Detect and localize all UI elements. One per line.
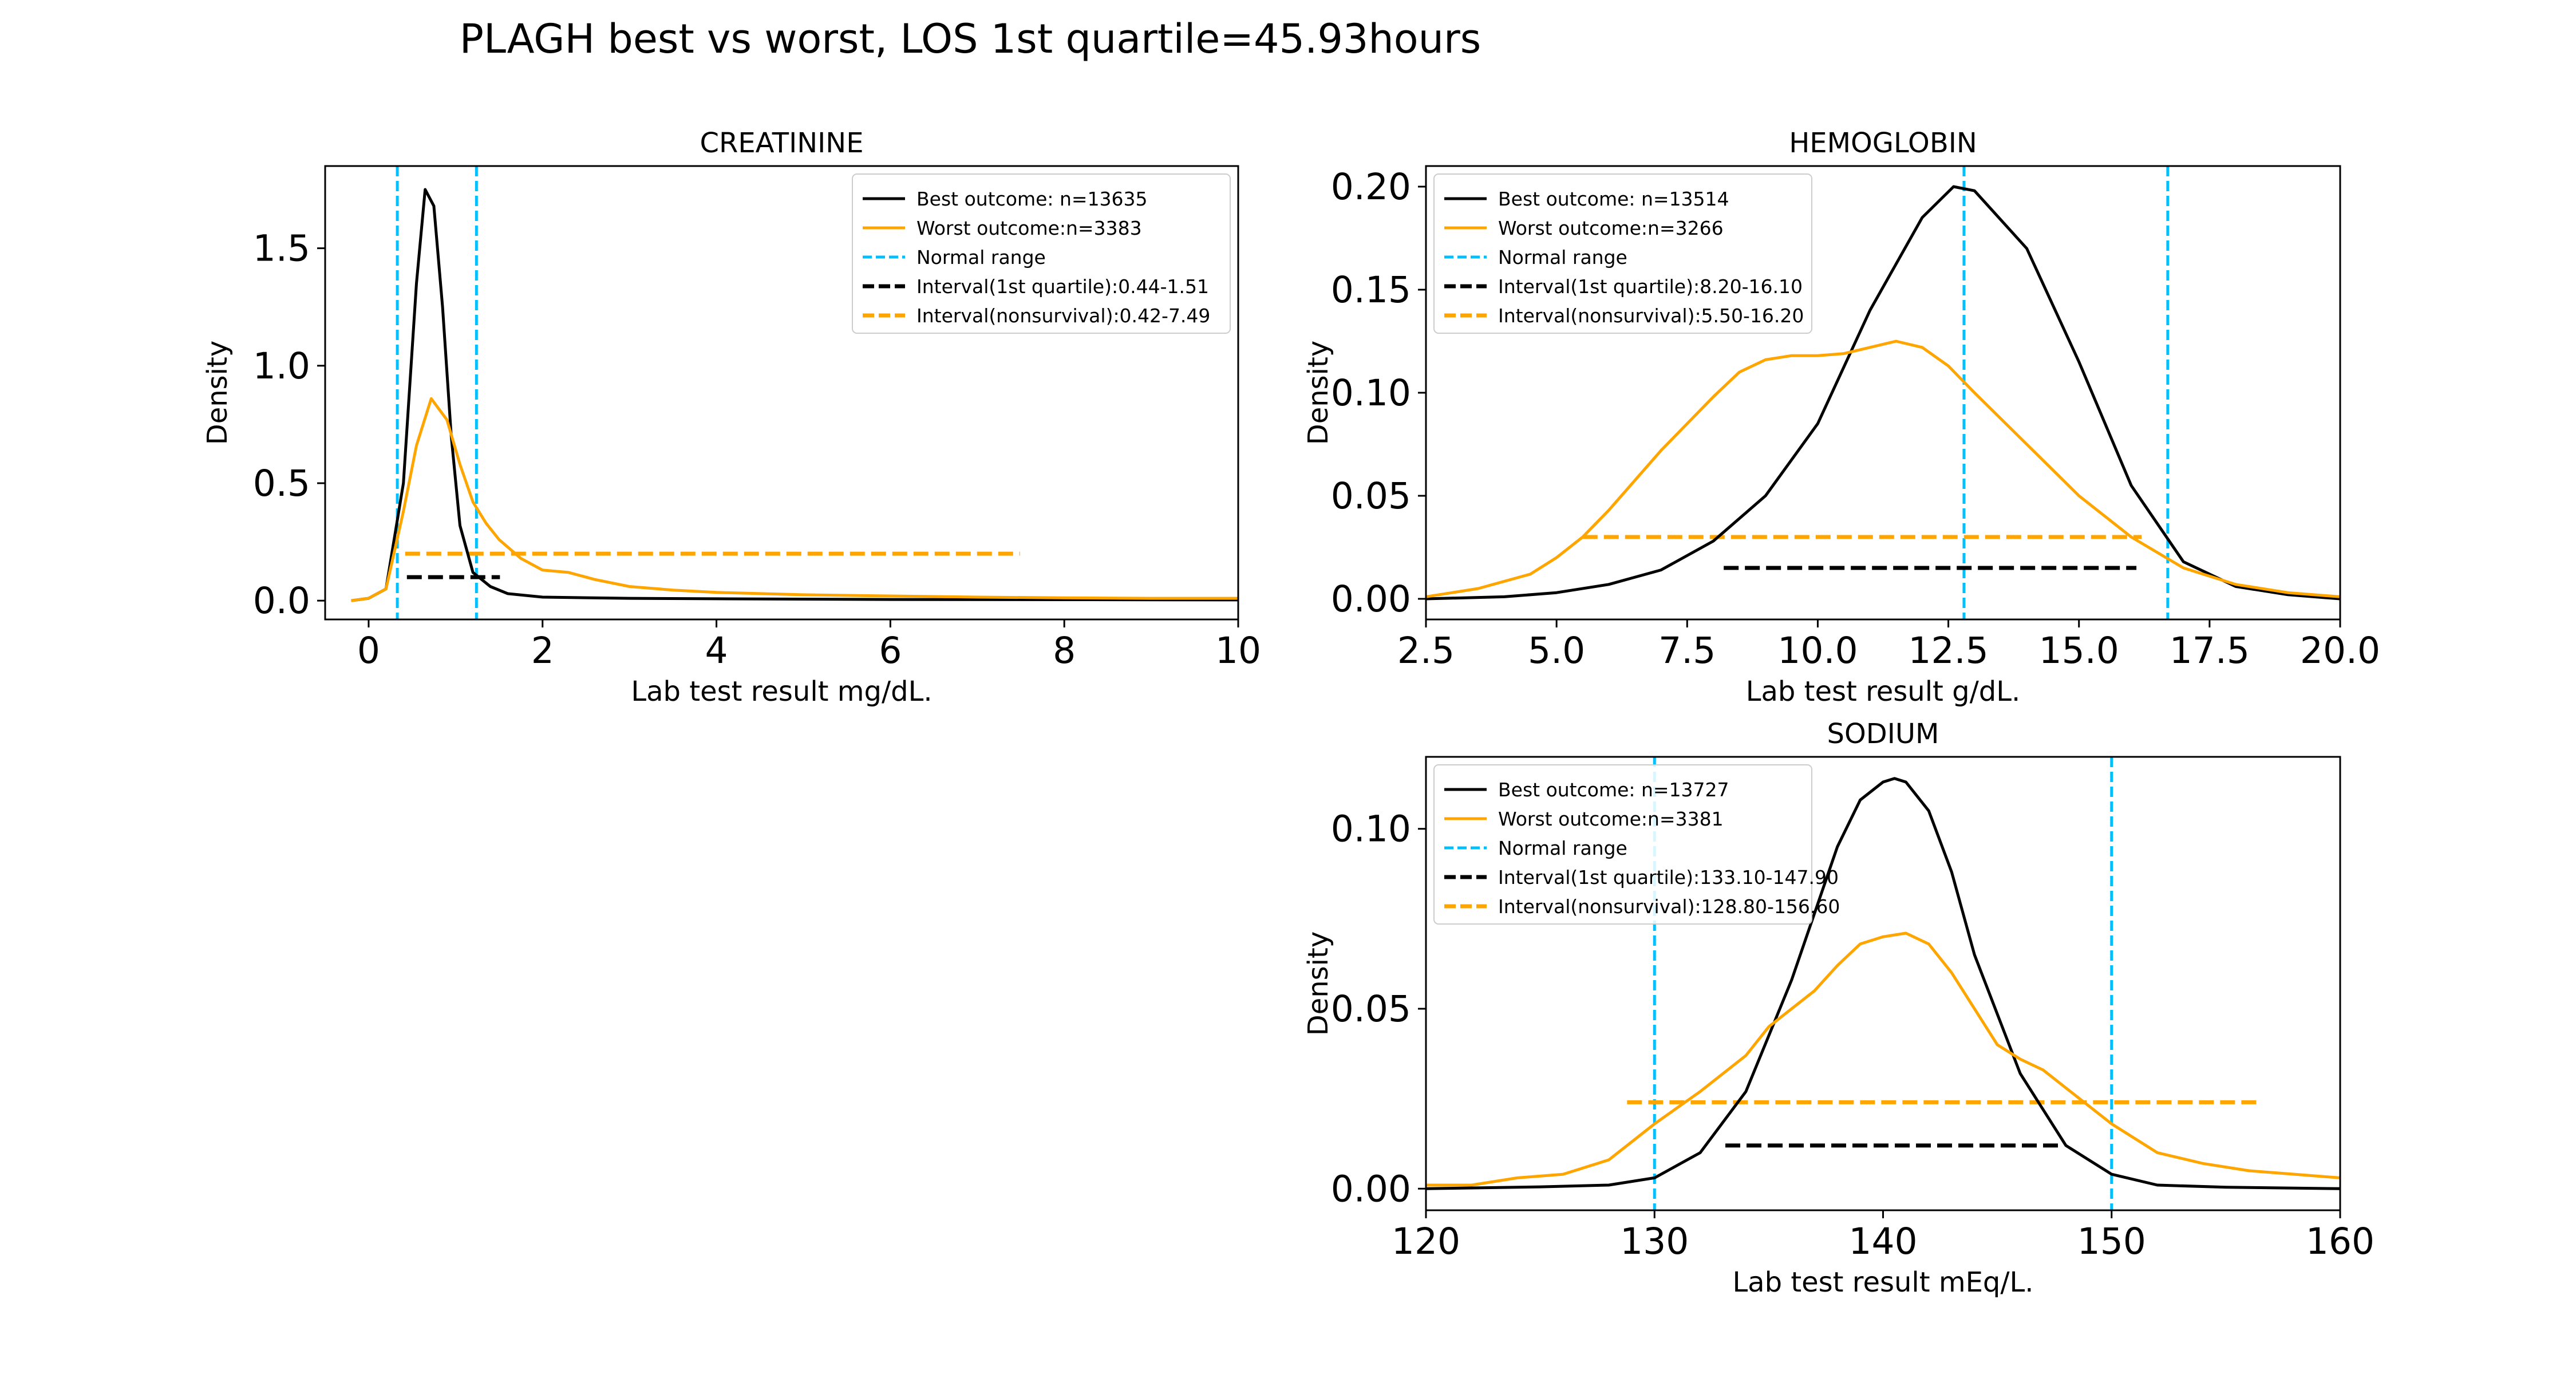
sodium-xtick-label: 120 <box>1392 1221 1460 1262</box>
creatinine-legend-label-best-outcome: Best outcome: n=13635 <box>916 188 1148 210</box>
sodium-legend-label-worst-outcome: Worst outcome:n=3381 <box>1498 808 1724 830</box>
sodium-plot-area <box>1426 757 2340 1210</box>
creatinine-plot-area <box>351 166 1238 619</box>
creatinine-worst-outcome-curve <box>351 397 1238 602</box>
sodium-best-outcome-curve <box>1426 777 2340 1190</box>
creatinine-ytick-label: 1.0 <box>253 345 310 387</box>
sodium-legend-box <box>1433 764 1812 925</box>
hemoglobin-xtick-label: 2.5 <box>1397 630 1455 672</box>
creatinine-xtick-label: 6 <box>879 630 902 672</box>
sodium-ytick-label: 0.10 <box>1331 808 1411 850</box>
hemoglobin-legend-label-normal-range: Normal range <box>1498 246 1627 269</box>
hemoglobin-ytick-label: 0.00 <box>1331 578 1411 620</box>
creatinine-ytick-label: 0.0 <box>253 580 310 622</box>
hemoglobin-panel: 2.5 5.0 7.5 10.0 12.5 15.0 17.5 20.0 0.00 0.05 0.1… <box>1302 127 2380 708</box>
sodium-legend-label-normal-range: Normal range <box>1498 837 1627 859</box>
hemoglobin-xtick-label: 12.5 <box>1908 630 1988 672</box>
hemoglobin-worst-outcome-curve <box>1426 339 2340 598</box>
hemoglobin-ytick-label: 0.05 <box>1331 475 1411 517</box>
creatinine-title: CREATININE <box>700 127 863 159</box>
sodium-worst-outcome-curve <box>1426 931 2340 1187</box>
creatinine-ylabel: Density <box>202 341 234 445</box>
creatinine-xtick-label: 8 <box>1053 630 1076 672</box>
sodium-xtick-label: 150 <box>2077 1221 2146 1262</box>
creatinine-ytick-label: 1.5 <box>253 228 310 270</box>
creatinine-legend: Best outcome: n=13635 Worst outcome:n=338… <box>852 173 1231 334</box>
hemoglobin-xtick-label: 10.0 <box>1777 630 1858 672</box>
hemoglobin-ytick-label: 0.20 <box>1331 166 1411 208</box>
hemoglobin-best-outcome-curve <box>1426 185 2340 601</box>
hemoglobin-legend-label-best-outcome: Best outcome: n=13514 <box>1498 188 1729 210</box>
sodium-legend-label-interval-nonsurvival: Interval(nonsurvival):128.80-156.60 <box>1498 895 1840 918</box>
sodium-ylabel: Density <box>1302 931 1334 1036</box>
sodium-legend-label-best-outcome: Best outcome: n=13727 <box>1498 779 1729 801</box>
sodium-ytick-label: 0.00 <box>1331 1168 1411 1210</box>
creatinine-ytick-label: 0.5 <box>253 463 310 504</box>
hemoglobin-xtick-label: 5.0 <box>1528 630 1585 672</box>
hemoglobin-legend-label-interval-1st-quartile: Interval(1st quartile):8.20-16.10 <box>1498 275 1803 298</box>
sodium-legend: Best outcome: n=13727 Worst outcome:n=338… <box>1433 764 1840 925</box>
sodium-legend-label-interval-1st-quartile: Interval(1st quartile):133.10-147.90 <box>1498 866 1839 889</box>
sodium-xtick-label: 130 <box>1620 1221 1689 1262</box>
creatinine-legend-label-worst-outcome: Worst outcome:n=3383 <box>916 217 1142 239</box>
hemoglobin-legend-label-worst-outcome: Worst outcome:n=3266 <box>1498 217 1724 239</box>
sodium-xtick-label: 140 <box>1848 1221 1917 1262</box>
creatinine-legend-box <box>852 173 1231 334</box>
creatinine-best-outcome-curve <box>351 188 1238 602</box>
creatinine-xtick-label: 2 <box>531 630 554 672</box>
hemoglobin-xlabel: Lab test result g/dL. <box>1746 676 2020 708</box>
hemoglobin-legend: Best outcome: n=13514 Worst outcome:n=326… <box>1433 173 1812 334</box>
hemoglobin-legend-box <box>1433 173 1812 334</box>
figure-title: PLAGH best vs worst, LOS 1st quartile=45… <box>460 15 1481 62</box>
sodium-ytick-label: 0.05 <box>1331 988 1411 1030</box>
sodium-xtick-label: 160 <box>2306 1221 2374 1262</box>
creatinine-xlabel: Lab test result mg/dL. <box>631 676 932 708</box>
hemoglobin-legend-label-interval-nonsurvival: Interval(nonsurvival):5.50-16.20 <box>1498 305 1804 327</box>
hemoglobin-ylabel: Density <box>1302 341 1334 445</box>
hemoglobin-xtick-label: 20.0 <box>2300 630 2380 672</box>
creatinine-axes-frame <box>324 165 1239 621</box>
hemoglobin-ytick-label: 0.10 <box>1331 372 1411 414</box>
creatinine-legend-label-interval-1st-quartile: Interval(1st quartile):0.44-1.51 <box>916 275 1209 298</box>
hemoglobin-xtick-label: 17.5 <box>2170 630 2250 672</box>
hemoglobin-xtick-label: 15.0 <box>2039 630 2119 672</box>
creatinine-panel: 0 2 4 6 8 10 0.0 0.5 1.0 1.5 CREATININE Lab test re… <box>202 127 1261 708</box>
creatinine-legend-label-interval-nonsurvival: Interval(nonsurvival):0.42-7.49 <box>916 305 1210 327</box>
sodium-panel: 120 130 140 150 160 0.00 0.05 0.10 SODIUM Lab tes… <box>1302 718 2374 1298</box>
hemoglobin-title: HEMOGLOBIN <box>1789 127 1977 159</box>
creatinine-xtick-label: 0 <box>357 630 380 672</box>
sodium-title: SODIUM <box>1827 718 1939 750</box>
hemoglobin-xtick-label: 7.5 <box>1658 630 1716 672</box>
creatinine-legend-label-normal-range: Normal range <box>916 246 1046 269</box>
creatinine-xtick-label: 4 <box>705 630 728 672</box>
hemoglobin-plot-area <box>1426 166 2340 619</box>
creatinine-xtick-label: 10 <box>1215 630 1261 672</box>
sodium-xlabel: Lab test result mEq/L. <box>1732 1266 2033 1298</box>
hemoglobin-ytick-label: 0.15 <box>1331 269 1411 311</box>
